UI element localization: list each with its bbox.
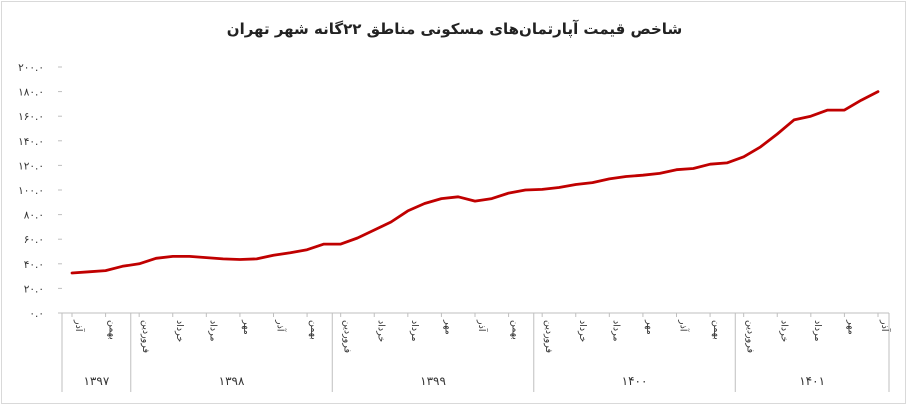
chart-title: شاخص قیمت آپارتمان‌های مسکونی مناطق ۲۲گا… [226, 20, 683, 38]
x-tick-label: بهمن [308, 320, 319, 340]
x-tick-label: فروردین [140, 320, 151, 353]
x-tick-label: مرداد [812, 320, 823, 341]
y-tick-label: ۲۰۰.۰ [18, 62, 44, 74]
x-tick-label: مهر [845, 319, 856, 335]
y-tick-label: ۸۰.۰ [24, 210, 44, 222]
y-tick-label: ۴۰.۰ [24, 259, 44, 271]
year-label: ۱۴۰۱ [799, 374, 825, 388]
y-tick-label: ۰.۰ [29, 308, 44, 320]
x-tick-label: خرداد [577, 320, 588, 342]
x-tick-label: آذر [275, 319, 288, 332]
x-tick-label: مرداد [207, 320, 218, 341]
y-tick-label: ۱۶۰.۰ [18, 111, 44, 123]
y-tick-label: ۱۴۰.۰ [18, 136, 44, 148]
x-tick-label: مرداد [409, 320, 420, 341]
x-tick-label: فروردین [543, 320, 554, 353]
year-label: ۱۴۰۰ [622, 374, 648, 388]
x-tick-label: آذر [73, 319, 86, 332]
x-tick-label: خرداد [174, 320, 185, 342]
year-label: ۱۳۹۹ [420, 374, 446, 388]
y-tick-label: ۲۰.۰ [24, 283, 44, 295]
x-tick-label: مهر [442, 319, 453, 335]
y-tick-label: ۱۲۰.۰ [18, 160, 44, 172]
x-tick-label: بهمن [510, 320, 521, 340]
x-tick-label: بهمن [711, 320, 722, 340]
x-tick-label: بهمن [107, 320, 118, 340]
x-tick-label: آذر [476, 319, 489, 332]
x-tick-label: آذر [678, 319, 691, 332]
y-tick-label: ۶۰.۰ [24, 234, 44, 246]
x-tick-label: خرداد [778, 320, 789, 342]
x-tick-label: فروردین [342, 320, 353, 353]
x-tick-label: خرداد [375, 320, 386, 342]
x-tick-label: مرداد [610, 320, 621, 341]
y-tick-label: ۱۰۰.۰ [18, 185, 44, 197]
x-tick-label: مهر [644, 319, 655, 335]
x-tick-label: مهر [241, 319, 252, 335]
x-tick-label: فروردین [745, 320, 756, 353]
series-line [70, 90, 880, 275]
year-label: ۱۳۹۸ [219, 374, 245, 388]
year-label: ۱۳۹۷ [83, 374, 109, 388]
y-tick-label: ۱۸۰.۰ [18, 87, 44, 99]
x-tick-label: آذر [879, 319, 892, 332]
